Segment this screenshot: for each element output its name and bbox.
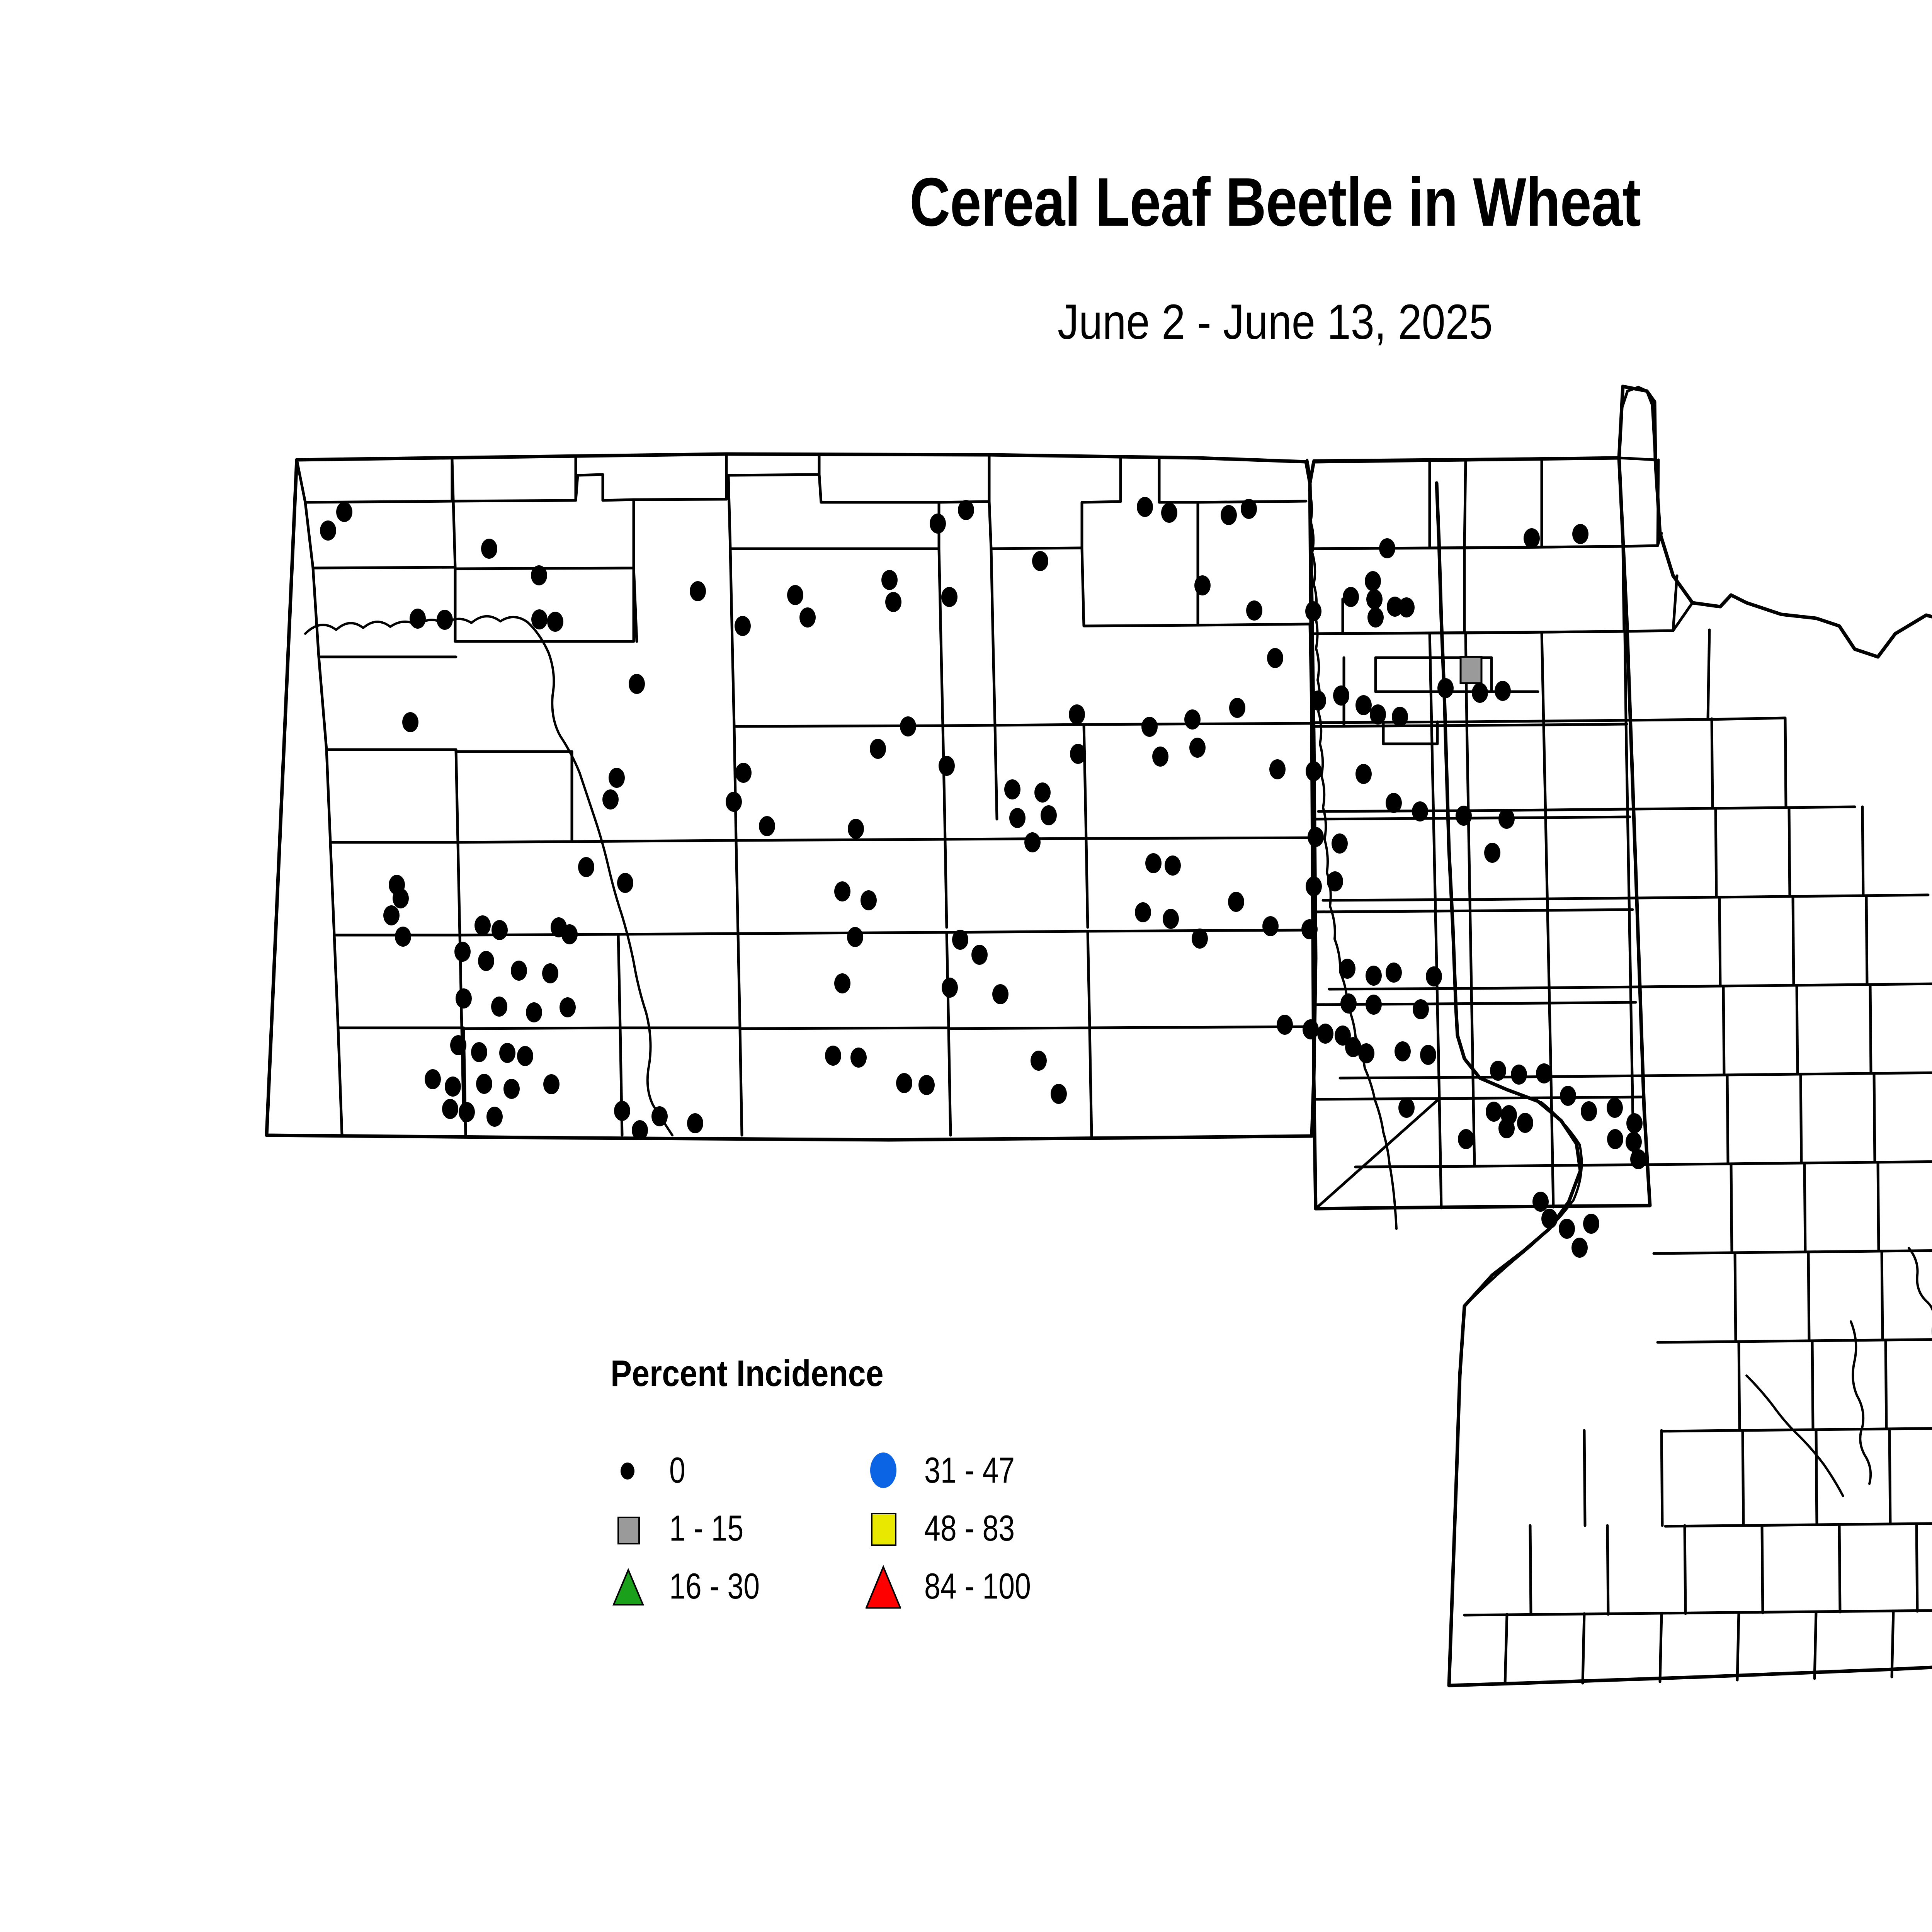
survey-points-1-15 <box>1459 656 1483 684</box>
legend-label-48-83: 48 - 83 <box>924 1508 1015 1548</box>
legend-label-0: 0 <box>669 1450 685 1490</box>
minnesota-outline <box>1435 384 1932 1687</box>
page-title: Cereal Leaf Beetle in Wheat <box>909 163 1641 240</box>
red-river-border <box>1306 459 1398 1230</box>
county-boundaries <box>265 384 1932 1687</box>
legend-title: Percent Incidence <box>611 1353 884 1394</box>
minnesota-river <box>1463 1101 1583 1307</box>
yellow-square-icon <box>866 1505 901 1551</box>
green-triangle-icon <box>611 1563 646 1609</box>
legend-label-31-47: 31 - 47 <box>924 1450 1015 1490</box>
legend-label-16-30: 16 - 30 <box>669 1566 760 1606</box>
gray-square-icon <box>611 1505 646 1551</box>
survey-points-zero <box>320 497 1646 1258</box>
legend: Percent Incidence 0 1 - 15 16 - 30 <box>611 1352 1151 1609</box>
missouri-river <box>304 615 673 1136</box>
legend-label-1-15: 1 - 15 <box>669 1508 744 1548</box>
black-circle-icon <box>611 1447 646 1493</box>
red-triangle-icon <box>865 1563 901 1609</box>
mn-interior-water <box>1850 1320 1872 1485</box>
blue-circle-icon <box>866 1447 901 1493</box>
north-dakota-outline <box>1308 456 1652 1211</box>
page-subtitle: June 2 - June 13, 2025 <box>1057 294 1493 350</box>
legend-label-84-100: 84 - 100 <box>924 1566 1031 1606</box>
mn-lake-edge <box>1745 1374 1844 1497</box>
montana-outline <box>265 452 1318 1142</box>
